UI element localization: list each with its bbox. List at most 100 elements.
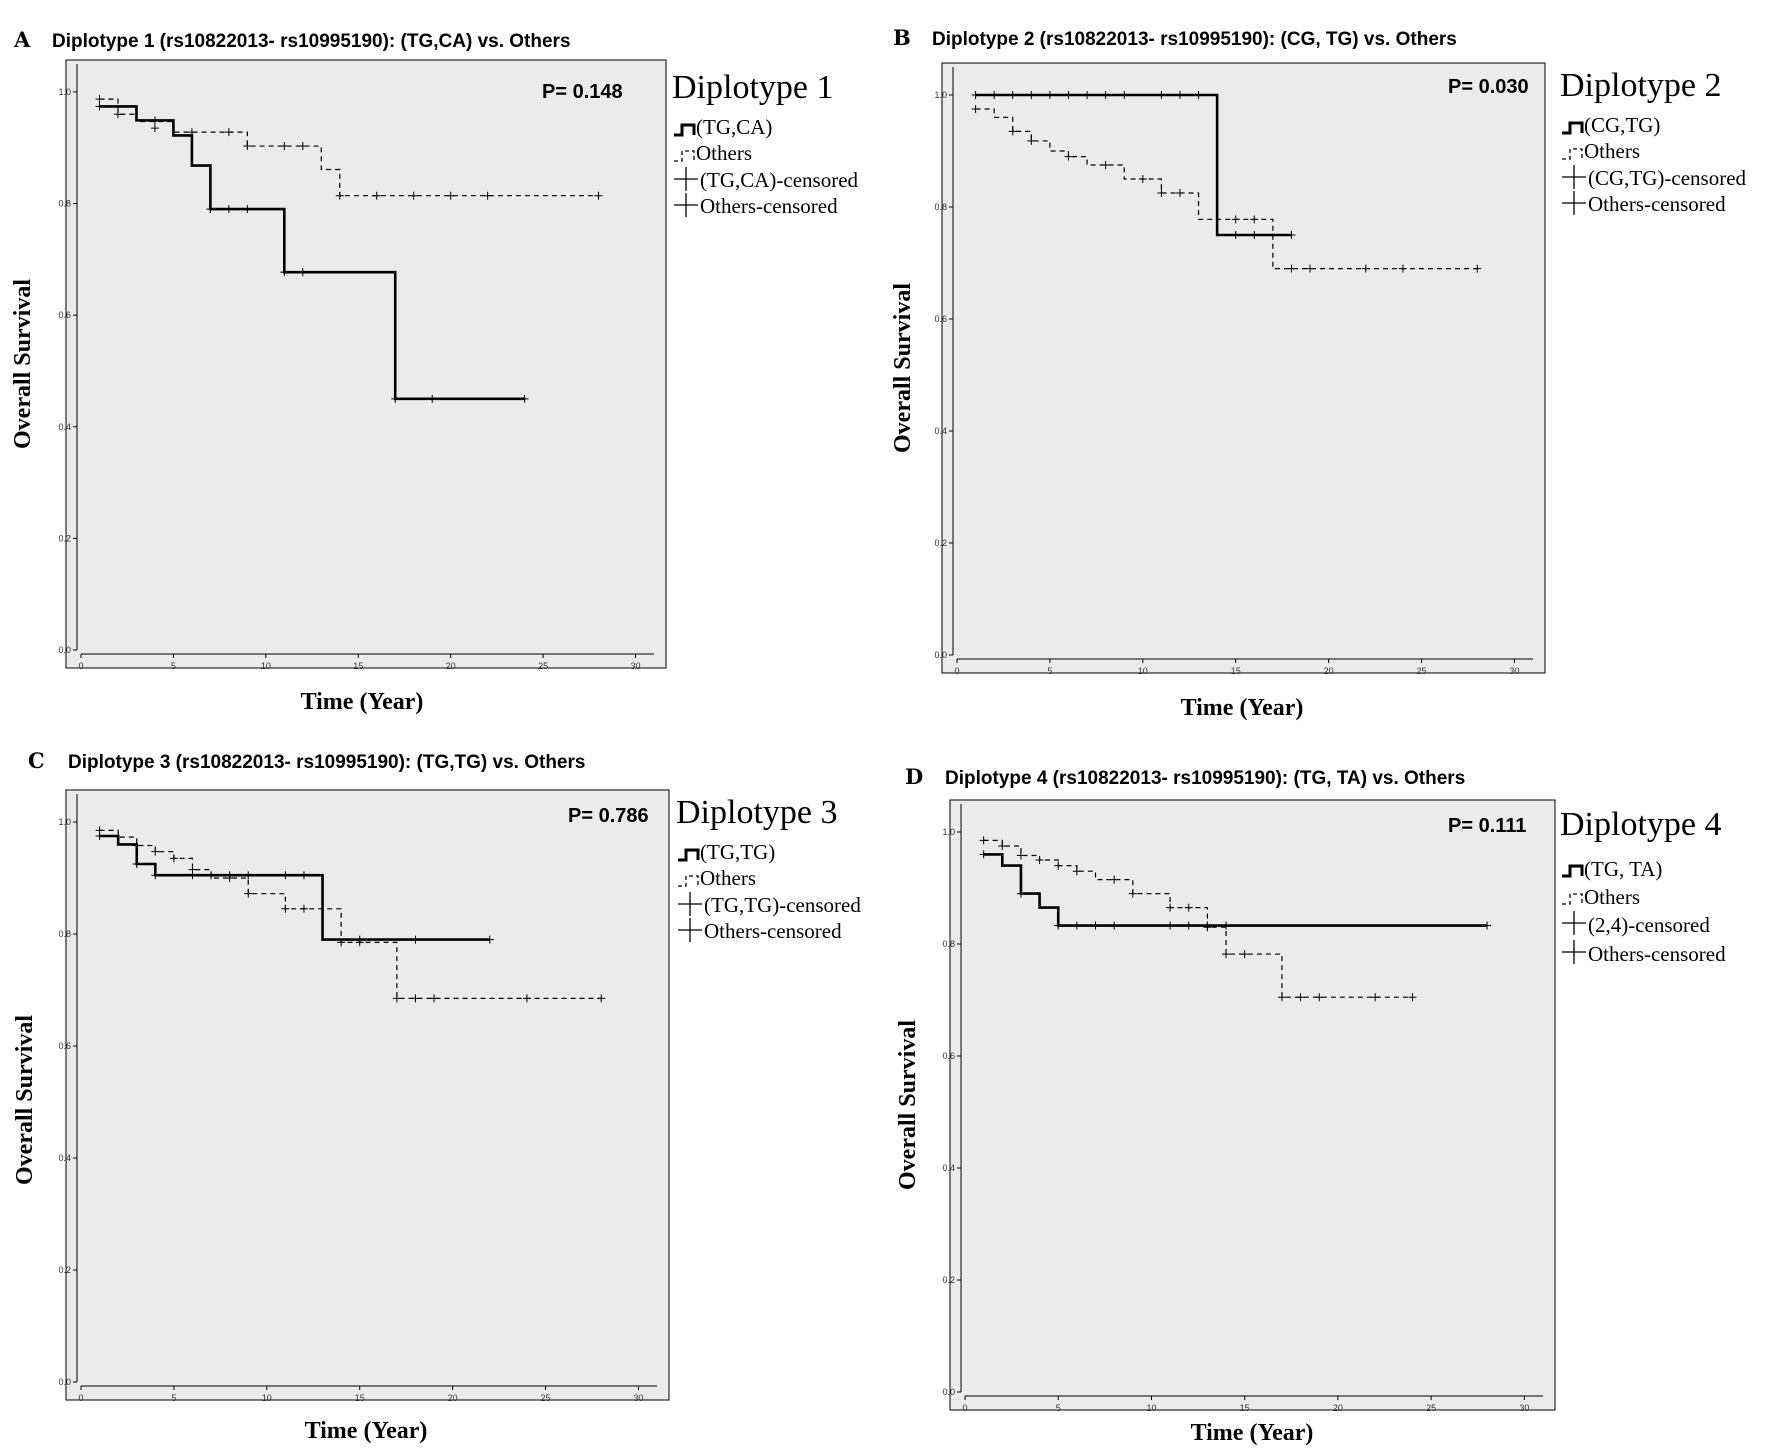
y-tick-label: 0.8 (58, 929, 71, 939)
y-axis-label: Overall Survival (895, 1020, 921, 1190)
x-tick-label: 10 (262, 1393, 272, 1403)
censor-mark (1072, 867, 1081, 876)
y-tick-label: 1.0 (58, 87, 71, 97)
x-tick-label: 15 (355, 1393, 365, 1403)
censor-mark (411, 935, 420, 944)
y-tick-label: 0.6 (58, 1041, 71, 1051)
censor-mark (1175, 189, 1184, 197)
y-tick-label: 0.2 (58, 533, 71, 543)
y-axis-label: Overall Survival (10, 279, 36, 449)
censor-mark (132, 841, 141, 850)
legend-censor-plus-icon (674, 193, 698, 217)
legend-item: (2,4)-censored (1588, 913, 1710, 937)
legend-item: (TG, TA) (1584, 857, 1662, 881)
legend-item: Others-censored (704, 919, 842, 943)
legend-title: Diplotype 1 (672, 69, 833, 106)
x-tick-label: 25 (541, 1393, 551, 1403)
censor-mark (243, 205, 252, 214)
legend-item: (TG,TG)-censored (704, 893, 861, 917)
p-value: P= 0.030 (1448, 76, 1529, 98)
legend-item: (CG,TG)-censored (1588, 166, 1747, 190)
legend-item: Others-censored (700, 194, 838, 218)
y-tick-label: 0.6 (934, 314, 947, 324)
censor-mark (409, 191, 418, 200)
censor-mark (1231, 231, 1240, 239)
censor-mark (1008, 127, 1017, 136)
censor-mark (971, 105, 980, 113)
censor-mark (1240, 950, 1249, 959)
y-tick-label: 0.6 (942, 1051, 955, 1061)
censor-mark (299, 871, 308, 880)
censor-mark (1277, 993, 1286, 1002)
legend-censor-plus-icon (1562, 911, 1586, 935)
censor-mark (428, 394, 437, 403)
legend-censor-plus-icon (678, 918, 702, 942)
x-tick-label: 30 (631, 661, 641, 671)
censor-mark (446, 191, 455, 200)
censor-mark (1296, 993, 1305, 1002)
censor-mark (206, 205, 215, 214)
censor-mark (151, 871, 160, 880)
panel-title: Diplotype 3 (rs10822013- rs10995190): (T… (68, 752, 585, 773)
censor-mark (1166, 921, 1175, 930)
x-tick-label: 10 (1146, 1403, 1156, 1413)
panel-letter: A (13, 27, 31, 52)
censor-mark (1128, 889, 1137, 898)
censor-mark (1157, 91, 1166, 99)
y-tick-label: 1.0 (934, 90, 947, 100)
censor-mark (1064, 91, 1073, 99)
x-tick-label: 0 (78, 1393, 83, 1403)
censor-mark (1064, 152, 1073, 161)
y-tick-label: 0.4 (58, 422, 71, 432)
censor-mark (1184, 903, 1193, 912)
y-tick-label: 1.0 (58, 817, 71, 827)
censor-mark (392, 994, 401, 1003)
legend-solid-swatch (674, 123, 696, 137)
x-tick-label: 5 (171, 661, 176, 671)
legend-item: Others (696, 141, 752, 165)
censor-mark (280, 268, 289, 277)
x-tick-label: 10 (1138, 666, 1148, 676)
legend-item: (CG,TG) (1584, 113, 1660, 137)
panel-a: A Diplotype 1 (rs10822013- rs10995190): … (10, 27, 859, 715)
censor-mark (1091, 921, 1100, 930)
legend-censor-plus-icon (1562, 940, 1586, 964)
panel-title: Diplotype 4 (rs10822013- rs10995190): (T… (945, 768, 1465, 789)
x-tick-label: 15 (1240, 1403, 1250, 1413)
p-value: P= 0.111 (1448, 815, 1526, 837)
x-tick-label: 30 (633, 1393, 643, 1403)
x-tick-label: 20 (1333, 1403, 1343, 1413)
y-tick-label: 1.0 (942, 827, 955, 837)
survival-curve-solid (99, 105, 525, 401)
survival-curve-solid (99, 834, 490, 941)
censor-mark (1371, 993, 1380, 1002)
censor-mark (1361, 264, 1370, 273)
x-tick-label: 25 (1417, 666, 1427, 676)
censor-mark (430, 994, 439, 1003)
legend-title: Diplotype 3 (676, 794, 837, 831)
censor-mark (372, 191, 381, 200)
plot-area (65, 789, 670, 1401)
x-tick-label: 20 (448, 1393, 458, 1403)
censor-mark (355, 938, 364, 947)
legend-dashed-swatch (1562, 148, 1583, 160)
x-tick-label: 10 (261, 661, 271, 671)
censor-mark (1054, 921, 1063, 930)
legend-dashed-swatch (1562, 893, 1583, 905)
censor-mark (1398, 264, 1407, 273)
plot-area (941, 62, 1546, 674)
survival-curve-dashed (99, 829, 602, 999)
censor-mark (1027, 136, 1036, 145)
censor-mark (979, 836, 988, 845)
legend-item: Others-censored (1588, 192, 1726, 216)
legend-dashed-swatch (678, 875, 699, 887)
legend-censor-plus-icon (674, 167, 698, 191)
censor-mark (1110, 921, 1119, 930)
legend: (TG, TA) Others (2,4)-censored Others-ce… (1562, 857, 1726, 966)
x-tick-label: 5 (1056, 1403, 1061, 1413)
censor-mark (391, 394, 400, 403)
censor-mark (337, 938, 346, 947)
y-tick-label: 0.0 (934, 650, 947, 660)
censor-mark (281, 904, 290, 913)
